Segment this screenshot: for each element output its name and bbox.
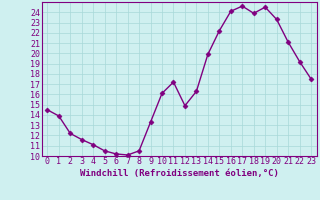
X-axis label: Windchill (Refroidissement éolien,°C): Windchill (Refroidissement éolien,°C)	[80, 169, 279, 178]
